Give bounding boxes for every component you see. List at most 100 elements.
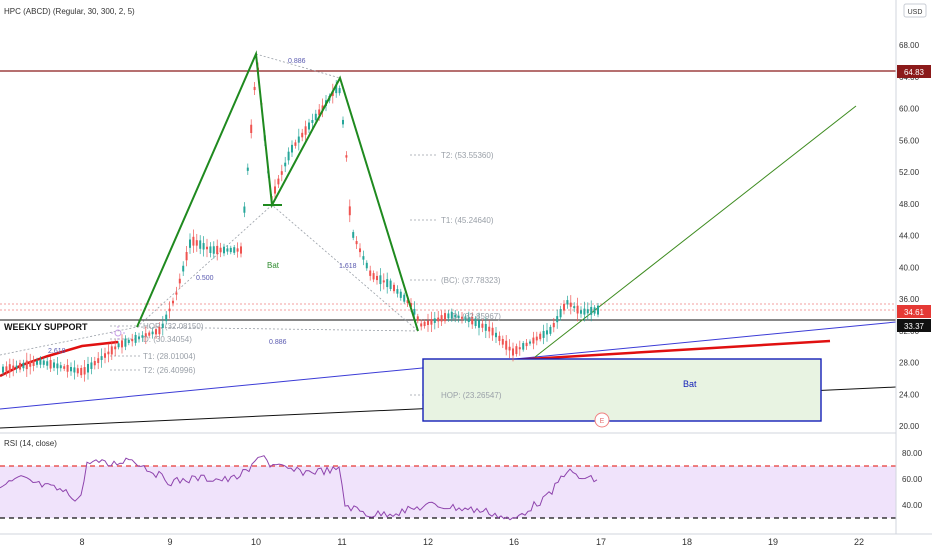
candle-body-50 bbox=[172, 300, 174, 304]
price-axis[interactable] bbox=[896, 0, 932, 534]
candle-body-16 bbox=[56, 363, 59, 369]
candle-body-137 bbox=[467, 316, 470, 323]
price-tick-2: 60.00 bbox=[899, 105, 920, 114]
candle-body-73 bbox=[250, 124, 253, 134]
candle-body-36 bbox=[124, 338, 127, 347]
pattern-dotted-4 bbox=[136, 326, 419, 332]
candle-body-83 bbox=[284, 162, 287, 167]
dividend-icon[interactable] bbox=[111, 326, 125, 340]
candle-body-173 bbox=[590, 306, 593, 315]
price-tick-5: 48.00 bbox=[899, 200, 920, 209]
green-projection-line bbox=[534, 105, 857, 358]
svg-text:33.37: 33.37 bbox=[904, 322, 925, 331]
candle-body-116 bbox=[396, 289, 399, 294]
candle-body-4 bbox=[15, 365, 18, 369]
candle-body-165 bbox=[563, 303, 565, 311]
bat-zone-box[interactable] bbox=[422, 358, 822, 422]
candle-body-90 bbox=[308, 122, 310, 130]
candle-body-145 bbox=[495, 332, 497, 338]
candle-body-43 bbox=[148, 332, 151, 336]
t2-right-label: T2: (53.55360) bbox=[441, 151, 494, 160]
candle-body-162 bbox=[552, 322, 555, 328]
candle-body-26 bbox=[90, 362, 93, 369]
candle-body-24 bbox=[83, 367, 86, 375]
ratio-left-label: 2.618 bbox=[48, 348, 66, 355]
candle-body-9 bbox=[32, 361, 35, 366]
candle-body-41 bbox=[141, 335, 144, 338]
candle-body-121 bbox=[413, 308, 416, 315]
candle-body-17 bbox=[59, 365, 62, 369]
candle-body-123 bbox=[420, 323, 423, 327]
candle-body-133 bbox=[454, 314, 457, 318]
candle-body-28 bbox=[97, 358, 100, 363]
candle-body-63 bbox=[216, 245, 219, 255]
candle-body-11 bbox=[39, 359, 42, 365]
currency-button[interactable]: USD bbox=[903, 3, 927, 18]
candle-body-69 bbox=[236, 248, 239, 252]
candle-body-168 bbox=[573, 306, 576, 309]
candle-body-13 bbox=[46, 361, 49, 366]
candle-body-38 bbox=[131, 339, 134, 342]
candle-body-102 bbox=[348, 206, 351, 216]
candle-body-65 bbox=[223, 246, 225, 254]
candle-body-141 bbox=[481, 323, 484, 328]
price-tick-10: 28.00 bbox=[899, 359, 920, 368]
time-axis[interactable] bbox=[0, 534, 932, 550]
candle-body-131 bbox=[447, 313, 450, 319]
candle-body-113 bbox=[386, 279, 389, 288]
price-tick-7: 40.00 bbox=[899, 263, 920, 272]
candle-body-62 bbox=[212, 246, 215, 254]
candle-body-158 bbox=[539, 333, 542, 340]
event-marker-label: E bbox=[600, 418, 605, 425]
event-marker-circle[interactable] bbox=[594, 412, 610, 428]
candle-body-37 bbox=[127, 339, 130, 343]
candle-body-57 bbox=[195, 240, 198, 246]
candle-body-156 bbox=[532, 337, 535, 344]
rsi-title: RSI (14, close) bbox=[4, 439, 57, 448]
candle-body-154 bbox=[525, 342, 528, 347]
candle-body-170 bbox=[580, 310, 582, 314]
candle-body-31 bbox=[107, 351, 110, 355]
candle-body-60 bbox=[206, 246, 208, 250]
candle-body-12 bbox=[42, 360, 45, 365]
candles-group bbox=[2, 62, 599, 382]
candle-body-167 bbox=[569, 302, 572, 307]
candle-body-105 bbox=[359, 248, 361, 253]
price-tick-8: 36.00 bbox=[899, 295, 920, 304]
candle-body-117 bbox=[399, 291, 402, 298]
candle-body-144 bbox=[491, 327, 494, 336]
candle-body-110 bbox=[376, 275, 378, 281]
price-label-current: 34.61 bbox=[897, 305, 931, 318]
candle-body-128 bbox=[437, 317, 440, 322]
time-tick-4: 12 bbox=[423, 537, 433, 547]
candle-body-89 bbox=[304, 126, 307, 135]
time-tick-1: 9 bbox=[167, 537, 172, 547]
bat-box-label: Bat bbox=[683, 379, 697, 389]
candle-body-149 bbox=[508, 346, 511, 351]
candle-body-39 bbox=[134, 334, 137, 343]
candle-body-104 bbox=[355, 241, 358, 245]
candle-body-155 bbox=[529, 341, 531, 344]
candle-body-1 bbox=[5, 366, 8, 372]
chart-title: HPC (ABCD) (Regular, 30, 300, 2, 5) bbox=[4, 7, 135, 16]
hop-right-label: HOP: (23.26547) bbox=[441, 391, 502, 400]
candle-body-61 bbox=[209, 246, 212, 253]
candle-body-21 bbox=[73, 367, 76, 373]
candle-body-111 bbox=[379, 275, 382, 285]
candle-body-33 bbox=[114, 346, 117, 350]
rsi-line bbox=[0, 455, 598, 521]
candle-body-164 bbox=[559, 309, 562, 318]
t1-right-label: T1: (45.24640) bbox=[441, 216, 494, 225]
candle-body-91 bbox=[311, 120, 314, 123]
candle-body-84 bbox=[287, 151, 290, 161]
price-tick-11: 24.00 bbox=[899, 390, 920, 399]
candle-body-80 bbox=[274, 186, 276, 194]
t1-left-label: T1: (28.01004) bbox=[143, 352, 196, 361]
candle-body-45 bbox=[155, 329, 157, 335]
candle-body-151 bbox=[515, 346, 518, 355]
candle-body-107 bbox=[365, 262, 368, 269]
time-tick-6: 17 bbox=[596, 537, 606, 547]
candle-body-86 bbox=[294, 142, 297, 146]
